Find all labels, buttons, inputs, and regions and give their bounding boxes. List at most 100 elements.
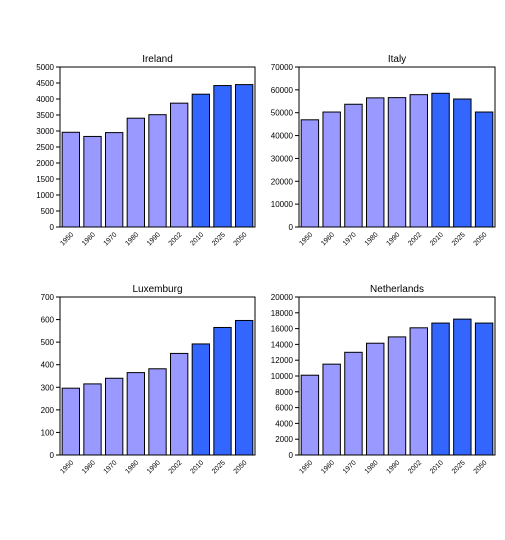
x-tick-label: 1970 (342, 231, 358, 247)
bar-2010 (431, 322, 450, 456)
y-tick-label: 0 (289, 451, 294, 460)
y-tick-label: 5000 (36, 63, 54, 72)
y-tick-label: 500 (41, 207, 55, 216)
x-tick-label: 1960 (81, 459, 97, 475)
x-tick-label: 1960 (320, 231, 336, 247)
x-tick-label: 1990 (385, 459, 401, 475)
y-tick-label: 4000 (36, 95, 54, 104)
chart-italy: Italy 0 10000 20000 30000 40000 50000 60000 7000… (271, 54, 496, 247)
x-tick-label: 1970 (103, 231, 119, 247)
y-tick-label: 30000 (271, 154, 294, 163)
bar-2050 (474, 322, 494, 456)
y-tick-label: 50000 (271, 109, 294, 118)
x-tick-label: 2025 (451, 231, 467, 247)
bar-2050 (235, 319, 254, 456)
bar-1990 (148, 368, 167, 456)
bar-1990 (387, 336, 407, 456)
x-tick-label: 1950 (59, 459, 75, 475)
x-tick-label: 2010 (429, 231, 445, 247)
y-tick-label: 1000 (36, 191, 54, 200)
chart-netherlands: Netherlands 0 2000 4000 6000 8000 10000 12000 14… (271, 284, 496, 475)
chart-title: Luxemburg (132, 284, 182, 295)
bar-1960 (322, 111, 341, 228)
x-tick-label: 2010 (429, 459, 445, 475)
y-tick-label: 2500 (36, 143, 54, 152)
y-tick-label: 70000 (271, 63, 294, 72)
bar-1950 (61, 131, 81, 228)
x-tick-label: 1990 (146, 231, 162, 247)
bar-2002 (170, 102, 189, 228)
x-tick-label: 1980 (364, 459, 380, 475)
x-tick-label: 1970 (103, 459, 119, 475)
y-tick-label: 16000 (271, 325, 294, 334)
y-tick-label: 0 (289, 223, 294, 232)
x-tick-label: 2050 (473, 459, 489, 475)
bar-1980 (126, 117, 145, 228)
bar-1980 (366, 342, 385, 456)
y-tick-label: 18000 (271, 309, 294, 318)
x-tick-label: 2025 (451, 459, 467, 475)
x-tick-label: 1950 (298, 459, 314, 475)
y-tick-label: 100 (41, 428, 55, 437)
bar-2010 (431, 92, 450, 228)
chart-title: Netherlands (370, 284, 424, 295)
y-tick-label: 12000 (271, 356, 294, 365)
x-tick-label: 1980 (124, 459, 140, 475)
x-tick-label: 2002 (407, 459, 423, 475)
y-tick-label: 600 (41, 316, 55, 325)
x-tick-label: 2010 (189, 231, 205, 247)
y-tick-label: 14000 (271, 340, 294, 349)
bar-1950 (300, 374, 320, 456)
y-tick-label: 10000 (271, 372, 294, 381)
x-tick-label: 2002 (168, 231, 184, 247)
bar-1960 (322, 363, 341, 456)
bar-1950 (300, 119, 320, 228)
y-tick-label: 20000 (271, 177, 294, 186)
x-tick-label: 1990 (385, 231, 401, 247)
y-tick-label: 4000 (275, 419, 293, 428)
x-tick-label: 2002 (407, 231, 423, 247)
bar-2025 (213, 326, 232, 456)
y-tick-label: 10000 (271, 200, 294, 209)
y-tick-label: 2000 (36, 159, 54, 168)
y-tick-label: 40000 (271, 132, 294, 141)
y-tick-label: 0 (50, 223, 55, 232)
x-tick-label: 2025 (211, 459, 227, 475)
x-tick-label: 1960 (81, 231, 97, 247)
bar-2025 (213, 85, 232, 228)
chart-title: Ireland (142, 54, 173, 65)
bar-2002 (409, 327, 428, 456)
bar-2010 (191, 343, 211, 456)
x-tick-label: 1980 (364, 231, 380, 247)
bar-1970 (105, 132, 124, 228)
chart-title: Italy (388, 54, 406, 65)
x-tick-label: 1980 (124, 231, 140, 247)
x-tick-label: 2050 (473, 231, 489, 247)
x-tick-label: 2050 (233, 231, 249, 247)
x-tick-label: 2050 (233, 459, 249, 475)
bar-2025 (453, 98, 472, 228)
chart-luxemburg: Luxemburg 0 100 200 300 400 500 600 700 1950 1960 1… (41, 284, 256, 475)
bar-2025 (453, 318, 472, 456)
bar-1950 (61, 387, 81, 456)
y-tick-label: 60000 (271, 86, 294, 95)
y-tick-label: 8000 (275, 388, 293, 397)
bar-2002 (170, 352, 189, 456)
bar-1970 (105, 377, 124, 456)
y-tick-label: 500 (41, 338, 55, 347)
y-tick-label: 700 (41, 293, 55, 302)
y-tick-label: 3500 (36, 111, 54, 120)
y-tick-label: 4500 (36, 79, 54, 88)
bar-1960 (83, 135, 102, 228)
chart-ireland: Ireland 0 500 1000 1500 2000 2500 3000 3500 4000 4… (36, 54, 256, 247)
bar-2010 (191, 93, 211, 228)
bar-1970 (344, 351, 363, 456)
bar-2050 (474, 111, 494, 228)
x-tick-label: 2010 (189, 459, 205, 475)
x-tick-label: 1990 (146, 459, 162, 475)
y-tick-label: 3000 (36, 127, 54, 136)
bar-1980 (126, 372, 145, 456)
x-tick-label: 1960 (320, 459, 336, 475)
y-tick-label: 300 (41, 383, 55, 392)
bar-1970 (344, 103, 363, 228)
